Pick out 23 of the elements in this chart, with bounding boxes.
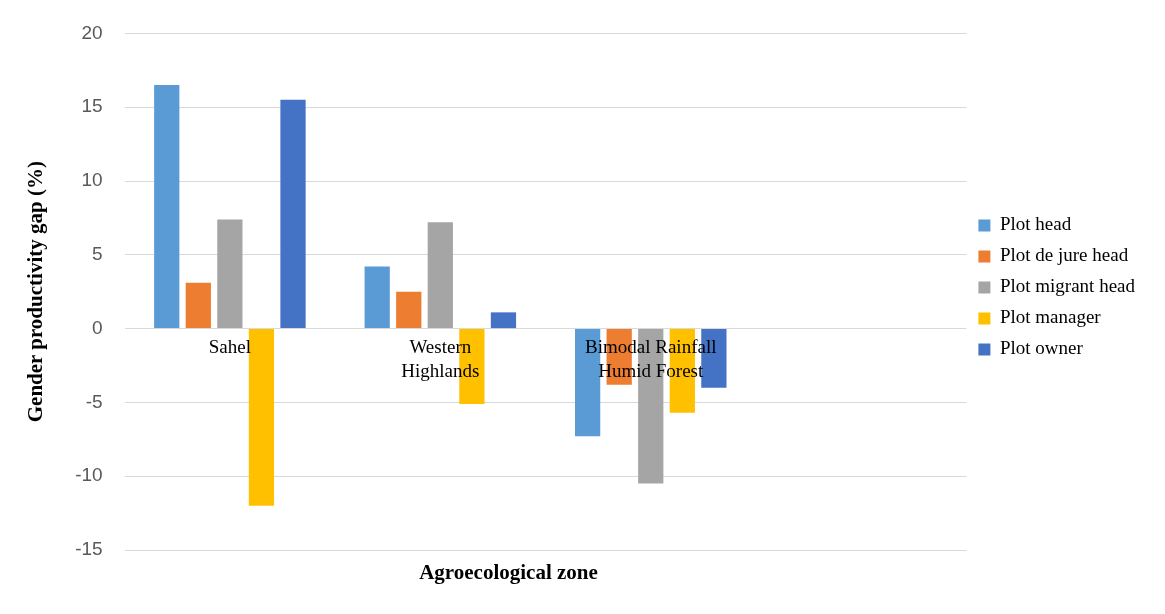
bar: [280, 99, 306, 329]
y-tick-label: 20: [81, 21, 103, 43]
y-tick-label: 15: [81, 95, 103, 117]
bar: [185, 282, 211, 329]
y-tick-label: -5: [85, 390, 103, 412]
bar: [490, 312, 517, 329]
legend-label: Plot migrant head: [999, 275, 1136, 297]
y-tick-label: 5: [92, 243, 103, 265]
y-tick-label: 0: [92, 316, 103, 338]
x-axis-title: Agroecological zone: [418, 560, 599, 585]
y-tick-label: -15: [75, 538, 103, 560]
bar: [427, 222, 453, 329]
bar: [154, 85, 180, 329]
y-axis-title: Gender productivity gap (%): [23, 161, 48, 423]
legend-label: Plot owner: [999, 337, 1084, 359]
legend-label: Plot head: [999, 213, 1072, 235]
bar: [364, 266, 390, 329]
legend-label: Plot manager: [999, 306, 1102, 328]
bar: [217, 219, 243, 329]
legend-label: Plot de jure head: [999, 244, 1129, 266]
y-tick-label: -10: [75, 464, 103, 486]
y-tick-label: 10: [81, 169, 103, 191]
bar: [396, 291, 422, 329]
